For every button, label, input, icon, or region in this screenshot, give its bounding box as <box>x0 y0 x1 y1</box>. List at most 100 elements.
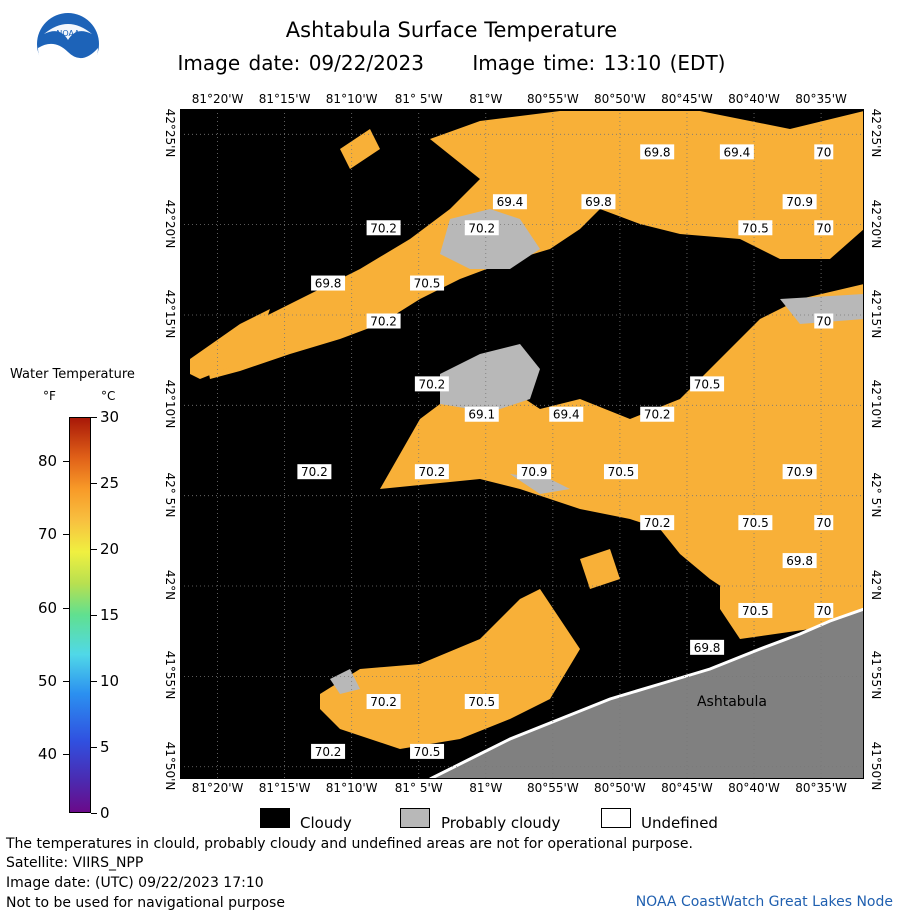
temperature-label: 70.9 <box>782 194 817 210</box>
temperature-label: 70.5 <box>464 694 499 710</box>
latitude-label-left: 42°N <box>163 569 177 601</box>
svg-text:69.8: 69.8 <box>315 277 342 291</box>
unit-celsius: °C <box>101 389 116 403</box>
temperature-label: 70 <box>814 602 834 618</box>
temperature-label: 70.9 <box>517 464 552 480</box>
svg-text:70.9: 70.9 <box>786 465 813 479</box>
latitude-label-right: 42°15'N <box>869 289 883 339</box>
temperature-label: 70 <box>814 144 834 160</box>
svg-text:70.5: 70.5 <box>414 745 441 759</box>
svg-text:69.4: 69.4 <box>497 195 524 209</box>
latitude-label-left: 42°20'N <box>163 199 177 249</box>
svg-text:70.5: 70.5 <box>742 516 769 530</box>
temperature-label: 69.4 <box>549 406 584 422</box>
svg-text:70: 70 <box>816 221 831 235</box>
latitude-label-right: 42°25'N <box>869 108 883 158</box>
svg-text:70.2: 70.2 <box>644 516 671 530</box>
noaa-logo: NOAA <box>36 12 100 78</box>
latitude-label-left: 42°10'N <box>163 379 177 429</box>
svg-text:69.8: 69.8 <box>694 641 721 655</box>
svg-text:70.2: 70.2 <box>468 221 495 235</box>
longitude-label-bottom: 80°45'W <box>661 781 713 795</box>
temperature-label: 70.2 <box>297 464 332 480</box>
credit: NOAA CoastWatch Great Lakes Node <box>635 894 893 910</box>
celsius-tick-label: 30 <box>100 408 120 426</box>
fahrenheit-tick-label: 80 <box>38 452 58 470</box>
map-subtitle: Image date: 09/22/2023 Image time: 13:10… <box>0 51 903 75</box>
water-west-patch <box>190 309 270 379</box>
temperature-labels: 69.8 69.4 70 69.4 69.8 70.9 70.2 70.2 70.5 70 69.8… <box>297 144 834 759</box>
temperature-label: 70.2 <box>366 220 401 236</box>
temperature-label: 70.2 <box>366 313 401 329</box>
fahrenheit-tick-mark <box>63 681 69 682</box>
undefined-label: Undefined <box>641 814 718 832</box>
longitude-label-top: 81°W <box>469 92 503 106</box>
celsius-tick-mark <box>91 681 97 682</box>
temperature-label: 69.8 <box>640 144 675 160</box>
celsius-tick-mark <box>91 615 97 616</box>
temperature-label: 70 <box>814 313 834 329</box>
celsius-tick-label: 15 <box>100 606 120 624</box>
logo-text: NOAA <box>56 29 80 38</box>
temperature-label: 70.2 <box>640 515 675 531</box>
longitude-label-bottom: 80°55'W <box>526 781 579 795</box>
fahrenheit-tick-label: 40 <box>38 745 58 764</box>
svg-text:70.2: 70.2 <box>301 465 328 479</box>
svg-text:70.2: 70.2 <box>370 221 397 235</box>
longitude-label-top: 80°40'W <box>728 92 780 106</box>
longitude-label-bottom: 80°35'W <box>795 781 847 795</box>
svg-text:69.1: 69.1 <box>468 408 495 422</box>
fahrenheit-tick-label: 50 <box>38 672 58 690</box>
disclaimer: The temperatures in clould, probably clo… <box>6 836 693 852</box>
longitude-label-top: 81° 5'W <box>394 92 443 106</box>
temperature-label: 69.1 <box>464 406 499 422</box>
celsius-tick-label: 10 <box>100 672 120 690</box>
svg-text:70.5: 70.5 <box>742 221 769 235</box>
celsius-tick-label: 0 <box>100 804 110 822</box>
longitude-label-top: 80°50'W <box>594 92 646 106</box>
longitude-label-top: 81°10'W <box>325 92 378 106</box>
svg-text:69.4: 69.4 <box>553 408 580 422</box>
longitude-label-bottom: 81°15'W <box>258 781 311 795</box>
celsius-tick-mark <box>91 417 97 418</box>
fahrenheit-tick-label: 70 <box>38 525 58 544</box>
temperature-label: 69.8 <box>690 639 725 655</box>
temperature-label: 69.8 <box>782 553 817 569</box>
svg-text:70.2: 70.2 <box>419 465 446 479</box>
longitude-label-bottom: 81° 5'W <box>394 781 443 795</box>
svg-text:70.9: 70.9 <box>786 195 813 209</box>
svg-text:70: 70 <box>816 314 831 328</box>
probably-cloudy-label: Probably cloudy <box>441 814 561 832</box>
svg-text:70.2: 70.2 <box>370 695 397 709</box>
longitude-label-bottom: 81°10'W <box>325 781 378 795</box>
latitude-label-left: 41°50'N <box>163 741 177 791</box>
shoreline <box>429 607 864 779</box>
svg-text:70.2: 70.2 <box>315 745 342 759</box>
longitude-label-bottom: 80°50'W <box>594 781 646 795</box>
unit-fahrenheit: °F <box>43 389 56 403</box>
fahrenheit-tick-label: 60 <box>38 598 58 617</box>
temperature-label: 70.2 <box>366 694 401 710</box>
celsius-tick-mark <box>91 549 97 550</box>
temperature-map: 69.8 69.4 70 69.4 69.8 70.9 70.2 70.2 70.5 70 69.8… <box>180 109 864 779</box>
celsius-tick-mark <box>91 483 97 484</box>
temperature-label: 70.5 <box>690 376 725 392</box>
svg-text:70.5: 70.5 <box>468 695 495 709</box>
longitude-label-bottom: 81°20'W <box>191 781 244 795</box>
temperature-label: 70.5 <box>738 602 773 618</box>
svg-text:70.9: 70.9 <box>521 465 548 479</box>
probably-cloudy-2 <box>440 344 540 409</box>
temperature-label: 70 <box>814 220 834 236</box>
svg-text:70.5: 70.5 <box>608 465 635 479</box>
latitude-label-right: 41°55'N <box>869 650 883 700</box>
temperature-label: 70.5 <box>410 275 445 291</box>
latitude-label-right: 42°N <box>869 569 883 601</box>
temperature-label: 70.5 <box>603 464 638 480</box>
celsius-tick-label: 20 <box>100 540 120 558</box>
latitude-label-left: 41°55'N <box>163 650 177 700</box>
fahrenheit-tick-mark <box>63 607 69 609</box>
cloudy-label: Cloudy <box>300 814 352 832</box>
latitude-label-right: 42° 5'N <box>869 472 883 518</box>
temperature-label: 70 <box>814 515 834 531</box>
temperature-colorbar <box>69 417 91 813</box>
